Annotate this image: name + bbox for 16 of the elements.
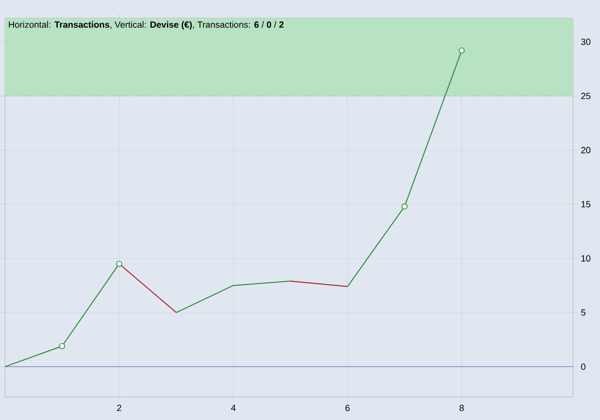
y-tick-label: 0 <box>581 364 586 370</box>
y-tick-label: 30 <box>581 38 590 45</box>
x-tick-label: 4 <box>231 404 236 411</box>
y-tick-label: 15 <box>581 201 590 208</box>
point <box>59 343 66 350</box>
y-tick-label: 5 <box>581 309 586 316</box>
x-tick-label: 2 <box>117 404 122 412</box>
x-tick-label: 6 <box>345 404 350 412</box>
point <box>116 260 122 267</box>
y-tick-label: 25 <box>581 92 590 100</box>
y-tick-label: 10 <box>581 255 590 262</box>
x-tick-label: 8 <box>460 404 464 412</box>
point <box>402 203 408 210</box>
chart-title: Horizontal: Transactions, Vertical: Devise (€), Transactions: 6 / 0 / 2 <box>8 21 284 30</box>
y-tick-label: 20 <box>581 146 590 154</box>
point <box>458 47 465 54</box>
